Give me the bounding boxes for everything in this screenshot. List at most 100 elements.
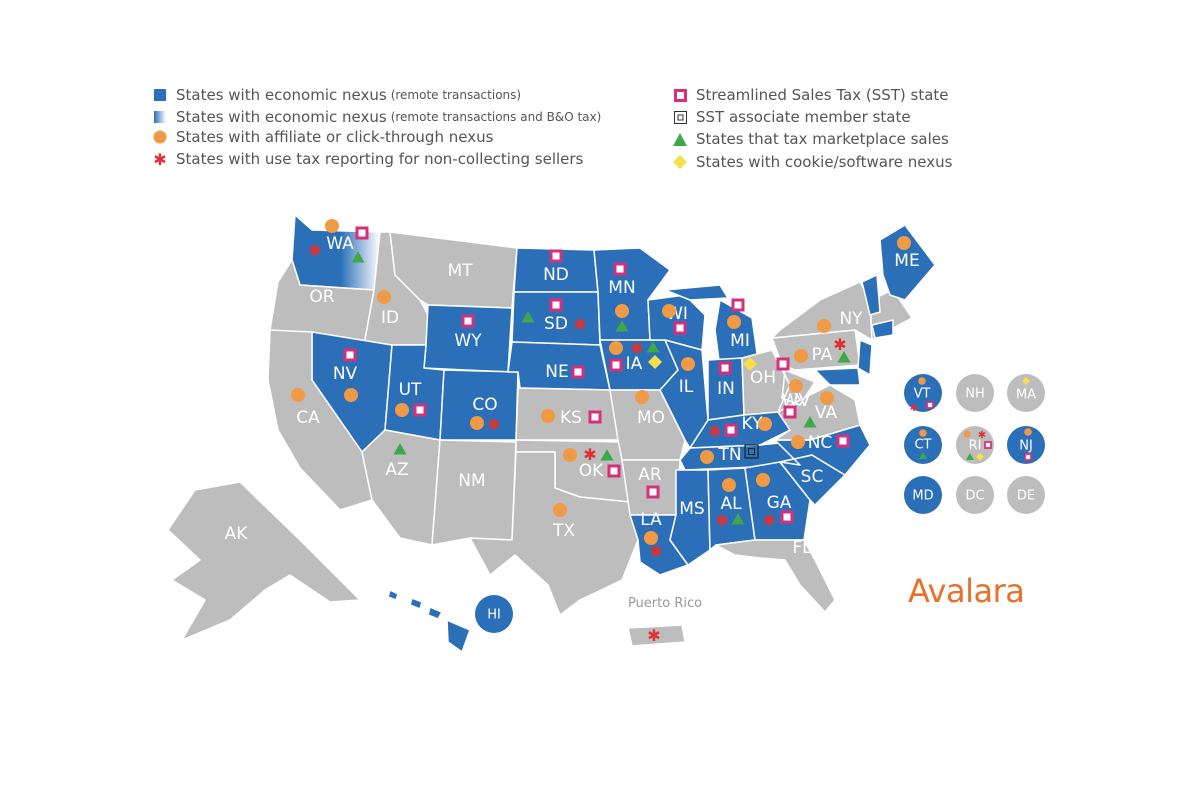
label-ga: GA (767, 493, 792, 513)
affiliate-marker-wv (789, 379, 803, 393)
avalara-logo[interactable]: Avalara (908, 572, 1025, 610)
badge-de[interactable] (1007, 476, 1045, 514)
badge-nh[interactable] (956, 374, 994, 412)
sst-marker-nj (1024, 453, 1032, 461)
state-pr[interactable] (627, 624, 686, 647)
label-wa: WA (326, 234, 354, 254)
label-pa: PA (812, 345, 833, 365)
use-tax-marker-vt: ✱ (910, 403, 918, 414)
label-ky: KY (742, 414, 764, 434)
pink-square-icon (672, 87, 688, 103)
affiliate-marker-va (820, 391, 834, 405)
label-ne: NE (545, 362, 568, 382)
state-fl[interactable] (715, 539, 836, 613)
badge-ma[interactable] (1007, 374, 1045, 412)
label-vt: VT (914, 387, 931, 402)
affiliate-marker-il (681, 357, 695, 371)
yellow-diamond-icon (672, 154, 688, 170)
blue-square-icon (152, 87, 168, 103)
state-ak[interactable] (167, 481, 361, 641)
label-ia: IA (626, 354, 643, 374)
affiliate-marker-nc (791, 435, 805, 449)
label-sd: SD (544, 314, 568, 334)
sst-marker-ok (607, 464, 621, 478)
label-de: DE (1017, 489, 1035, 504)
state-va[interactable] (774, 384, 861, 441)
badge-dc[interactable] (956, 476, 994, 514)
state-me[interactable] (879, 224, 936, 301)
label-sc: SC (801, 467, 824, 487)
sst-marker-ri (984, 441, 992, 449)
affiliate-marker-vt (918, 377, 926, 385)
sst-marker-ga (780, 510, 794, 524)
label-co: CO (472, 395, 497, 415)
state-nm[interactable] (431, 439, 517, 546)
sst-marker-nv (343, 348, 357, 362)
affiliate-marker-ky (758, 417, 772, 431)
label-puerto-rico: Puerto Rico (628, 596, 702, 611)
affiliate-marker-ga (756, 473, 770, 487)
affiliate-marker-id (377, 290, 391, 304)
use-tax-marker-ok: ✱ (583, 445, 596, 464)
label-ar: AR (638, 465, 662, 485)
marketplace-marker-ri (966, 453, 974, 460)
label-la: LA (640, 510, 662, 530)
sst-marker-mi (731, 298, 745, 312)
red-asterisk-icon: ✱ (153, 149, 167, 169)
legend-economic-nexus-bo: States with economic nexus (remote trans… (152, 108, 601, 126)
state-nj[interactable] (857, 339, 873, 376)
affiliate-marker-nj (1024, 428, 1032, 436)
map-markers: ✱ ✱ ✱ ✱ ✱ ✱ (291, 219, 911, 645)
affiliate-marker-co (470, 416, 484, 430)
state-hi[interactable] (387, 589, 471, 653)
label-ut: UT (399, 380, 422, 400)
sst-marker-vt (926, 401, 934, 409)
label-ny: NY (839, 309, 863, 329)
use-tax-marker-sd: ✱ (573, 315, 586, 334)
use-tax-marker-ky: ✱ (708, 422, 721, 441)
label-wy: WY (454, 331, 482, 351)
affiliate-marker-al (722, 478, 736, 492)
sst-marker-wa (355, 226, 369, 240)
affiliate-marker-mn (615, 304, 629, 318)
use-tax-marker-pa: ✱ (833, 335, 846, 354)
affiliate-marker-tx (553, 503, 567, 517)
label-ks: KS (560, 408, 582, 428)
affiliate-marker-ct (919, 429, 927, 437)
affiliate-marker-ks (541, 409, 555, 423)
use-tax-marker-al: ✱ (715, 511, 728, 530)
legend-affiliate-nexus: States with affiliate or click-through n… (152, 128, 493, 146)
state-tx[interactable] (469, 451, 639, 616)
label-il: IL (679, 377, 694, 397)
badge-nj[interactable] (1007, 426, 1045, 464)
sst-marker-nd (549, 249, 563, 263)
label-nh: NH (965, 387, 985, 402)
label-az: AZ (385, 460, 408, 480)
badge-ct[interactable] (904, 426, 942, 464)
state-md-mainland[interactable] (814, 367, 861, 386)
sst-marker-ne (571, 365, 585, 379)
use-tax-marker-ia: ✱ (630, 339, 643, 358)
state-vt-mainland[interactable] (861, 274, 881, 316)
badge-md[interactable] (904, 476, 942, 514)
label-ms: MS (679, 499, 704, 519)
state-ca[interactable] (267, 329, 373, 511)
legend-sst-state: Streamlined Sales Tax (SST) state (672, 86, 949, 104)
label-oh: OH (750, 368, 776, 388)
sst-marker-sd (549, 298, 563, 312)
label-mi: MI (730, 331, 750, 351)
affiliate-marker-ri (963, 430, 971, 438)
label-mn: MN (608, 278, 635, 298)
marketplace-marker-ct (919, 452, 927, 459)
state-il[interactable] (659, 339, 709, 449)
gradient-square-icon (152, 109, 168, 125)
label-dc: DC (965, 489, 984, 504)
label-ct: CT (914, 438, 931, 453)
hi-badge[interactable] (475, 595, 513, 633)
state-ct-mainland[interactable] (871, 319, 894, 339)
label-al: AL (720, 494, 742, 514)
label-nv: NV (333, 364, 358, 384)
affiliate-marker-mi (727, 315, 741, 329)
label-hi: HI (487, 608, 501, 623)
